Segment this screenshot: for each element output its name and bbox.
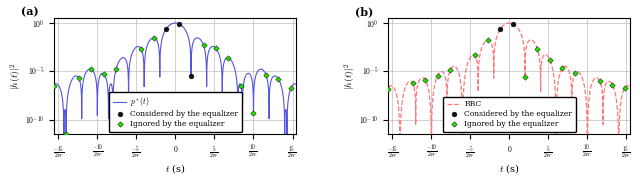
Considered by the equalizer bbox=[496, 28, 504, 31]
Ignored by the equalizer bbox=[300, 83, 307, 86]
Y-axis label: $|h(t)|^2$: $|h(t)|^2$ bbox=[342, 63, 358, 90]
Ignored by the equalizer bbox=[225, 57, 232, 59]
Ignored by the equalizer bbox=[100, 73, 108, 75]
Text: (a): (a) bbox=[20, 6, 38, 17]
Ignored by the equalizer bbox=[50, 85, 58, 87]
Text: (b): (b) bbox=[355, 6, 372, 17]
RRC bbox=[288, 112, 296, 114]
Ignored by the equalizer bbox=[137, 48, 145, 50]
$p^*(t)$ bbox=[289, 84, 296, 86]
Ignored by the equalizer bbox=[284, 103, 291, 105]
$p^*(t)$ bbox=[413, 107, 421, 109]
Ignored by the equalizer bbox=[371, 91, 379, 93]
$p^*(t)$ bbox=[237, 85, 245, 87]
Ignored by the equalizer bbox=[309, 100, 317, 102]
Ignored by the equalizer bbox=[0, 132, 8, 135]
Ignored by the equalizer bbox=[521, 76, 529, 79]
Ignored by the equalizer bbox=[399, 94, 407, 96]
Line: Considered by the equalizer: Considered by the equalizer bbox=[164, 21, 193, 79]
Ignored by the equalizer bbox=[312, 126, 320, 128]
Ignored by the equalizer bbox=[359, 93, 367, 95]
Ignored by the equalizer bbox=[37, 80, 45, 82]
Ignored by the equalizer bbox=[150, 37, 157, 39]
X-axis label: $t$ (s): $t$ (s) bbox=[165, 162, 186, 175]
Ignored by the equalizer bbox=[446, 69, 454, 72]
Line: Ignored by the equalizer: Ignored by the equalizer bbox=[273, 38, 640, 151]
Ignored by the equalizer bbox=[271, 148, 279, 150]
$p^*(t)$ bbox=[216, 56, 224, 58]
Ignored by the equalizer bbox=[25, 86, 33, 89]
Ignored by the equalizer bbox=[334, 148, 342, 150]
Line: RRC: RRC bbox=[268, 23, 640, 149]
$p^*(t)$ bbox=[314, 90, 322, 92]
Ignored by the equalizer bbox=[212, 47, 220, 49]
Ignored by the equalizer bbox=[559, 66, 566, 69]
Ignored by the equalizer bbox=[262, 74, 270, 76]
Ignored by the equalizer bbox=[87, 68, 95, 70]
RRC bbox=[439, 71, 447, 73]
Ignored by the equalizer bbox=[621, 87, 628, 89]
Ignored by the equalizer bbox=[362, 96, 370, 98]
RRC bbox=[571, 72, 579, 74]
Ignored by the equalizer bbox=[421, 79, 429, 81]
Ignored by the equalizer bbox=[387, 97, 395, 99]
Ignored by the equalizer bbox=[275, 78, 282, 80]
Ignored by the equalizer bbox=[396, 148, 404, 150]
RRC bbox=[506, 22, 513, 24]
RRC bbox=[550, 76, 557, 78]
Ignored by the equalizer bbox=[237, 85, 245, 87]
Line: Ignored by the equalizer: Ignored by the equalizer bbox=[0, 36, 405, 151]
Ignored by the equalizer bbox=[434, 74, 442, 77]
Ignored by the equalizer bbox=[571, 72, 579, 74]
Ignored by the equalizer bbox=[484, 39, 492, 41]
RRC bbox=[271, 148, 278, 150]
Line: $p^*(t)$: $p^*(t)$ bbox=[0, 23, 417, 149]
Ignored by the equalizer bbox=[321, 98, 329, 101]
Considered by the equalizer bbox=[509, 23, 516, 25]
Ignored by the equalizer bbox=[546, 59, 554, 61]
Considered by the equalizer bbox=[162, 28, 170, 30]
Ignored by the equalizer bbox=[75, 77, 83, 79]
Ignored by the equalizer bbox=[287, 87, 295, 89]
RRC bbox=[623, 85, 630, 87]
Ignored by the equalizer bbox=[384, 88, 392, 90]
Ignored by the equalizer bbox=[596, 80, 604, 83]
Ignored by the equalizer bbox=[471, 54, 479, 56]
Ignored by the equalizer bbox=[337, 89, 345, 91]
Ignored by the equalizer bbox=[634, 89, 640, 91]
Ignored by the equalizer bbox=[409, 82, 417, 84]
Ignored by the equalizer bbox=[374, 148, 382, 150]
Ignored by the equalizer bbox=[459, 148, 467, 150]
$p^*(t)$ bbox=[105, 99, 113, 101]
Y-axis label: $|h(t)|^2$: $|h(t)|^2$ bbox=[8, 63, 24, 90]
RRC bbox=[264, 103, 271, 106]
Ignored by the equalizer bbox=[112, 68, 120, 70]
Ignored by the equalizer bbox=[324, 100, 332, 102]
Ignored by the equalizer bbox=[609, 84, 616, 86]
Ignored by the equalizer bbox=[125, 94, 132, 96]
Ignored by the equalizer bbox=[346, 95, 354, 97]
Ignored by the equalizer bbox=[12, 101, 20, 103]
Ignored by the equalizer bbox=[534, 48, 541, 50]
Line: Considered by the equalizer: Considered by the equalizer bbox=[497, 21, 515, 32]
Considered by the equalizer bbox=[175, 22, 182, 25]
Ignored by the equalizer bbox=[296, 102, 304, 104]
Ignored by the equalizer bbox=[349, 87, 357, 89]
Ignored by the equalizer bbox=[200, 44, 207, 46]
Ignored by the equalizer bbox=[250, 112, 257, 114]
$p^*(t)$ bbox=[172, 22, 179, 24]
Legend: RRC, Considered by the equalizer, Ignored by the equalizer: RRC, Considered by the equalizer, Ignore… bbox=[443, 97, 576, 132]
Considered by the equalizer bbox=[187, 75, 195, 77]
Legend: $p^*(t)$, Considered by the equalizer, Ignored by the equalizer: $p^*(t)$, Considered by the equalizer, I… bbox=[109, 92, 242, 132]
Ignored by the equalizer bbox=[62, 133, 70, 136]
X-axis label: $t$ (s): $t$ (s) bbox=[499, 162, 520, 175]
Ignored by the equalizer bbox=[584, 148, 591, 150]
